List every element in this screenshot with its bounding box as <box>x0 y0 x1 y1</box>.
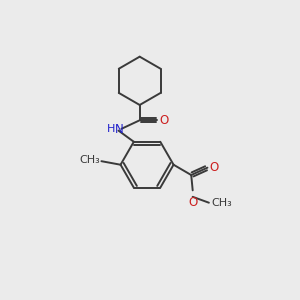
Text: O: O <box>188 196 197 208</box>
Text: O: O <box>210 160 219 174</box>
Text: N: N <box>115 123 124 136</box>
Text: H: H <box>106 124 115 134</box>
Text: CH₃: CH₃ <box>79 155 100 165</box>
Text: O: O <box>160 114 169 127</box>
Text: CH₃: CH₃ <box>211 198 232 208</box>
